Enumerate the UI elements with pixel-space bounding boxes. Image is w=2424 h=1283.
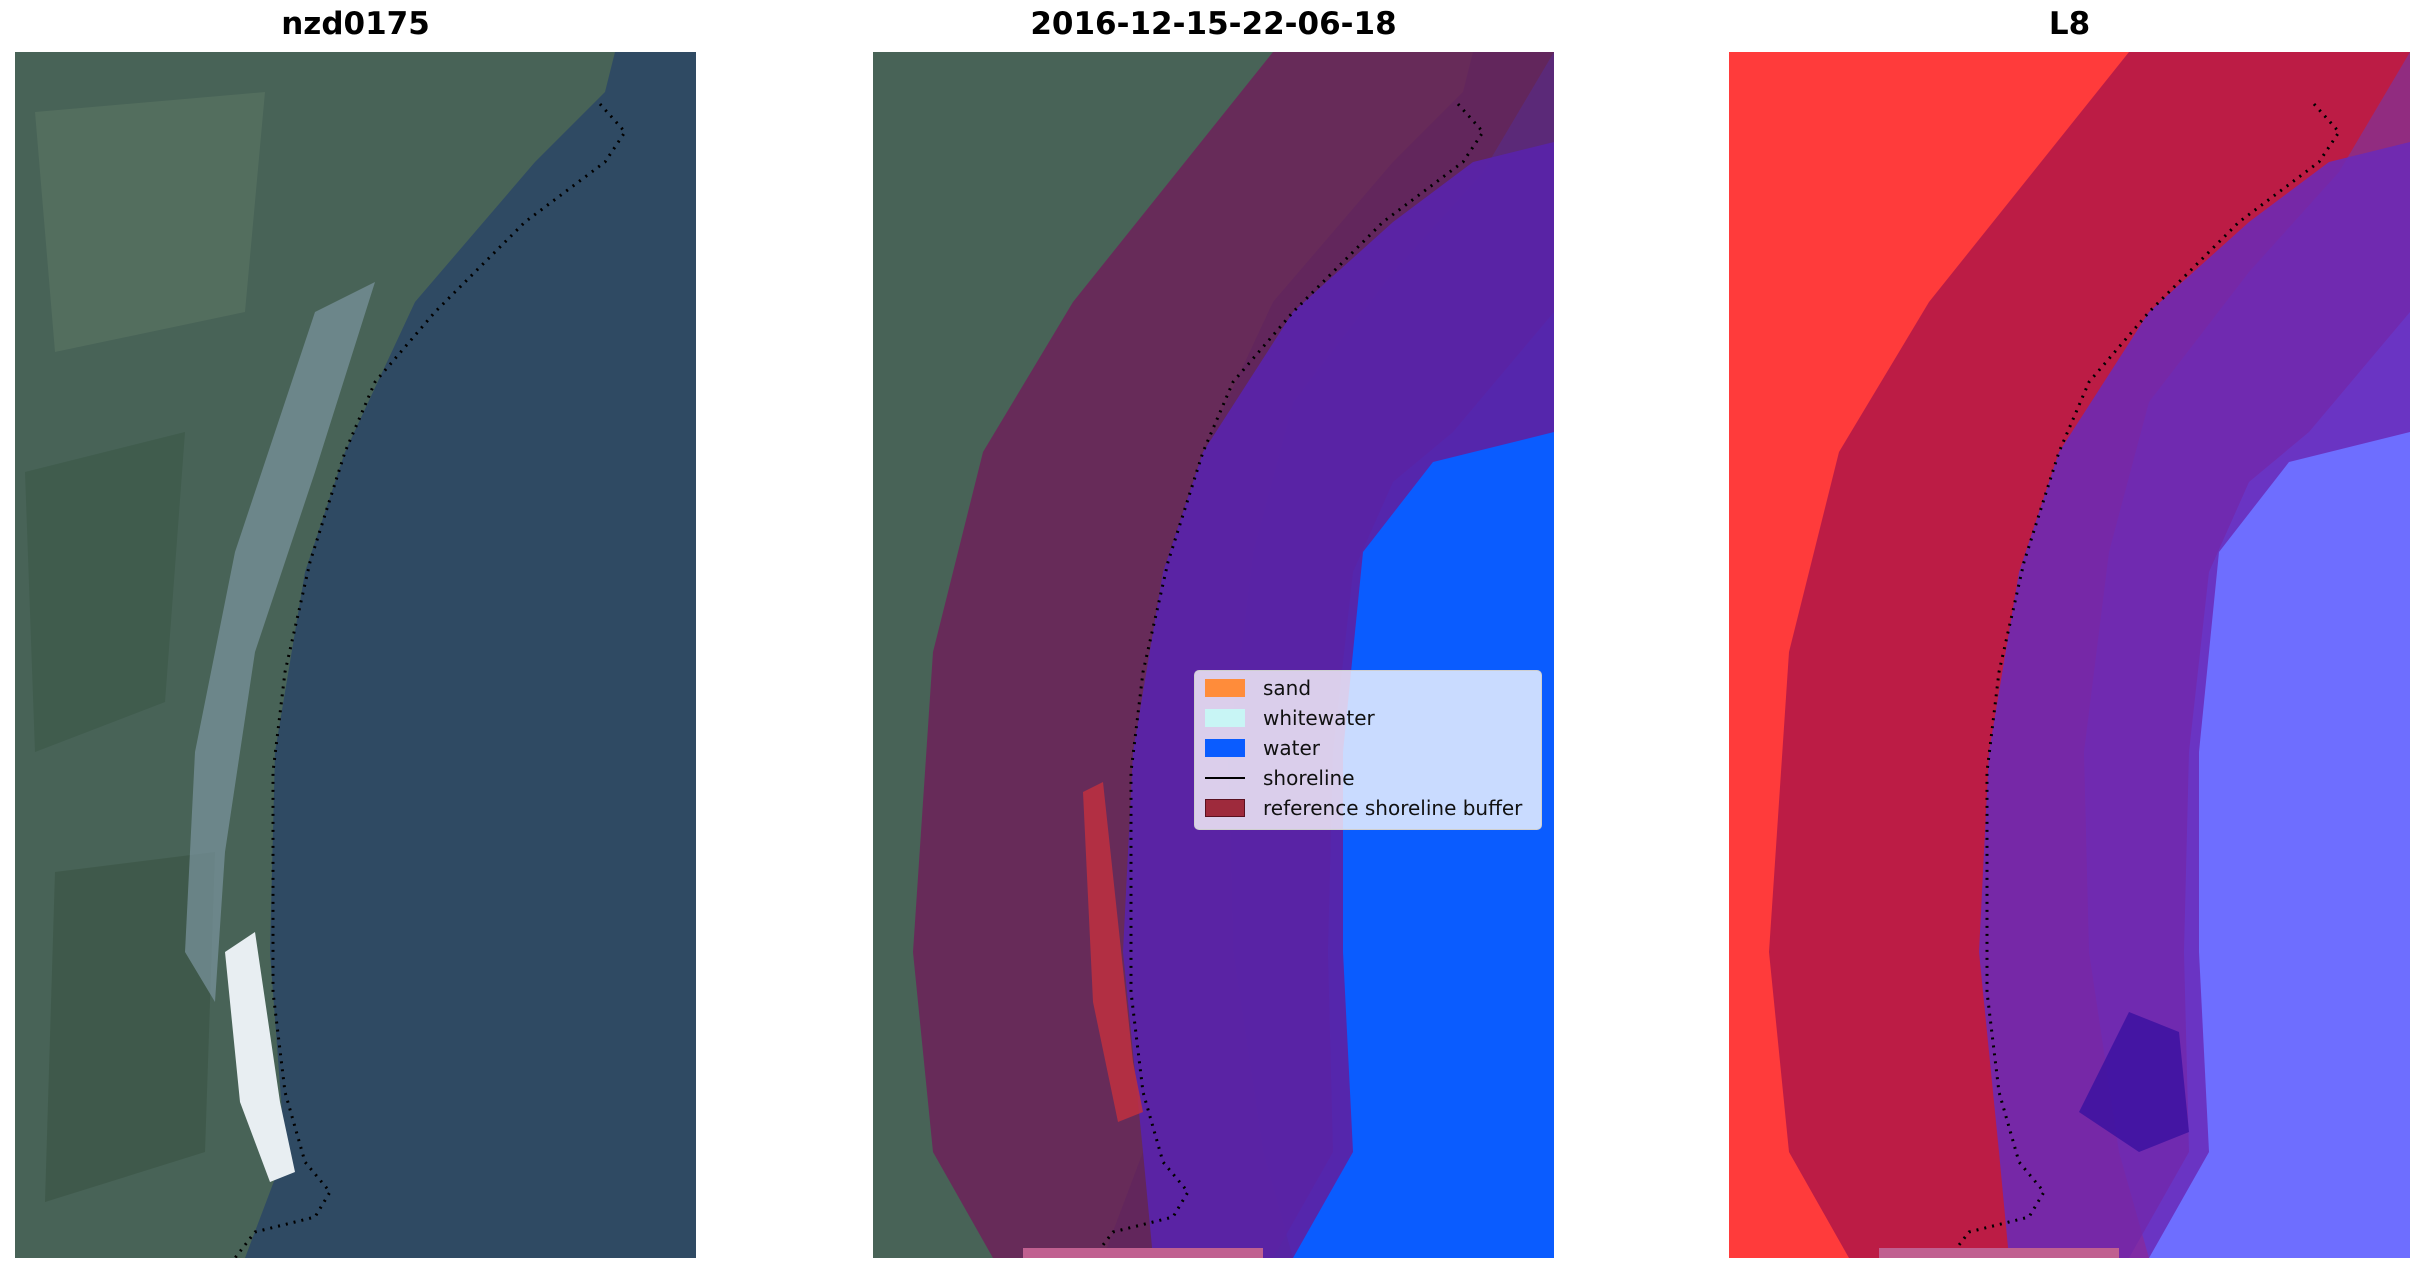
whitewater-swatch [1205,709,1245,727]
legend-label-sand: sand [1263,676,1312,700]
index-map [1729,52,2410,1258]
panel-title-rgb: nzd0175 [281,6,430,42]
sand-class [1083,782,1143,1122]
legend-item-shoreline: shoreline [1205,765,1355,791]
buffer-bottom-strip [1879,1248,2119,1258]
developed-strip [185,282,375,1002]
panel-title-index: L8 [2048,6,2091,42]
classified-map [873,52,1554,1258]
legend-label-reference-buffer: reference shoreline buffer [1263,796,1523,820]
sand-swatch [1205,679,1245,697]
legend-item-sand: sand [1205,675,1311,701]
legend: sand whitewater water shoreline referenc… [1194,670,1542,830]
water-swatch [1205,739,1245,757]
legend-label-shoreline: shoreline [1263,766,1355,790]
beach-sand [225,932,295,1182]
index-image-panel [1729,52,2410,1258]
rgb-image-panel [15,52,696,1258]
legend-label-whitewater: whitewater [1263,706,1375,730]
legend-item-whitewater: whitewater [1205,705,1375,731]
rgb-satellite-image [15,52,696,1258]
legend-item-water: water [1205,735,1320,761]
classified-image-panel [873,52,1554,1258]
legend-label-water: water [1263,736,1320,760]
panel-title-classified: 2016-12-15-22-06-18 [1030,6,1397,42]
reference-buffer-swatch [1205,799,1245,817]
shoreline-swatch [1205,777,1245,779]
buffer-bottom-strip [1023,1248,1263,1258]
legend-item-reference-buffer: reference shoreline buffer [1205,795,1522,821]
